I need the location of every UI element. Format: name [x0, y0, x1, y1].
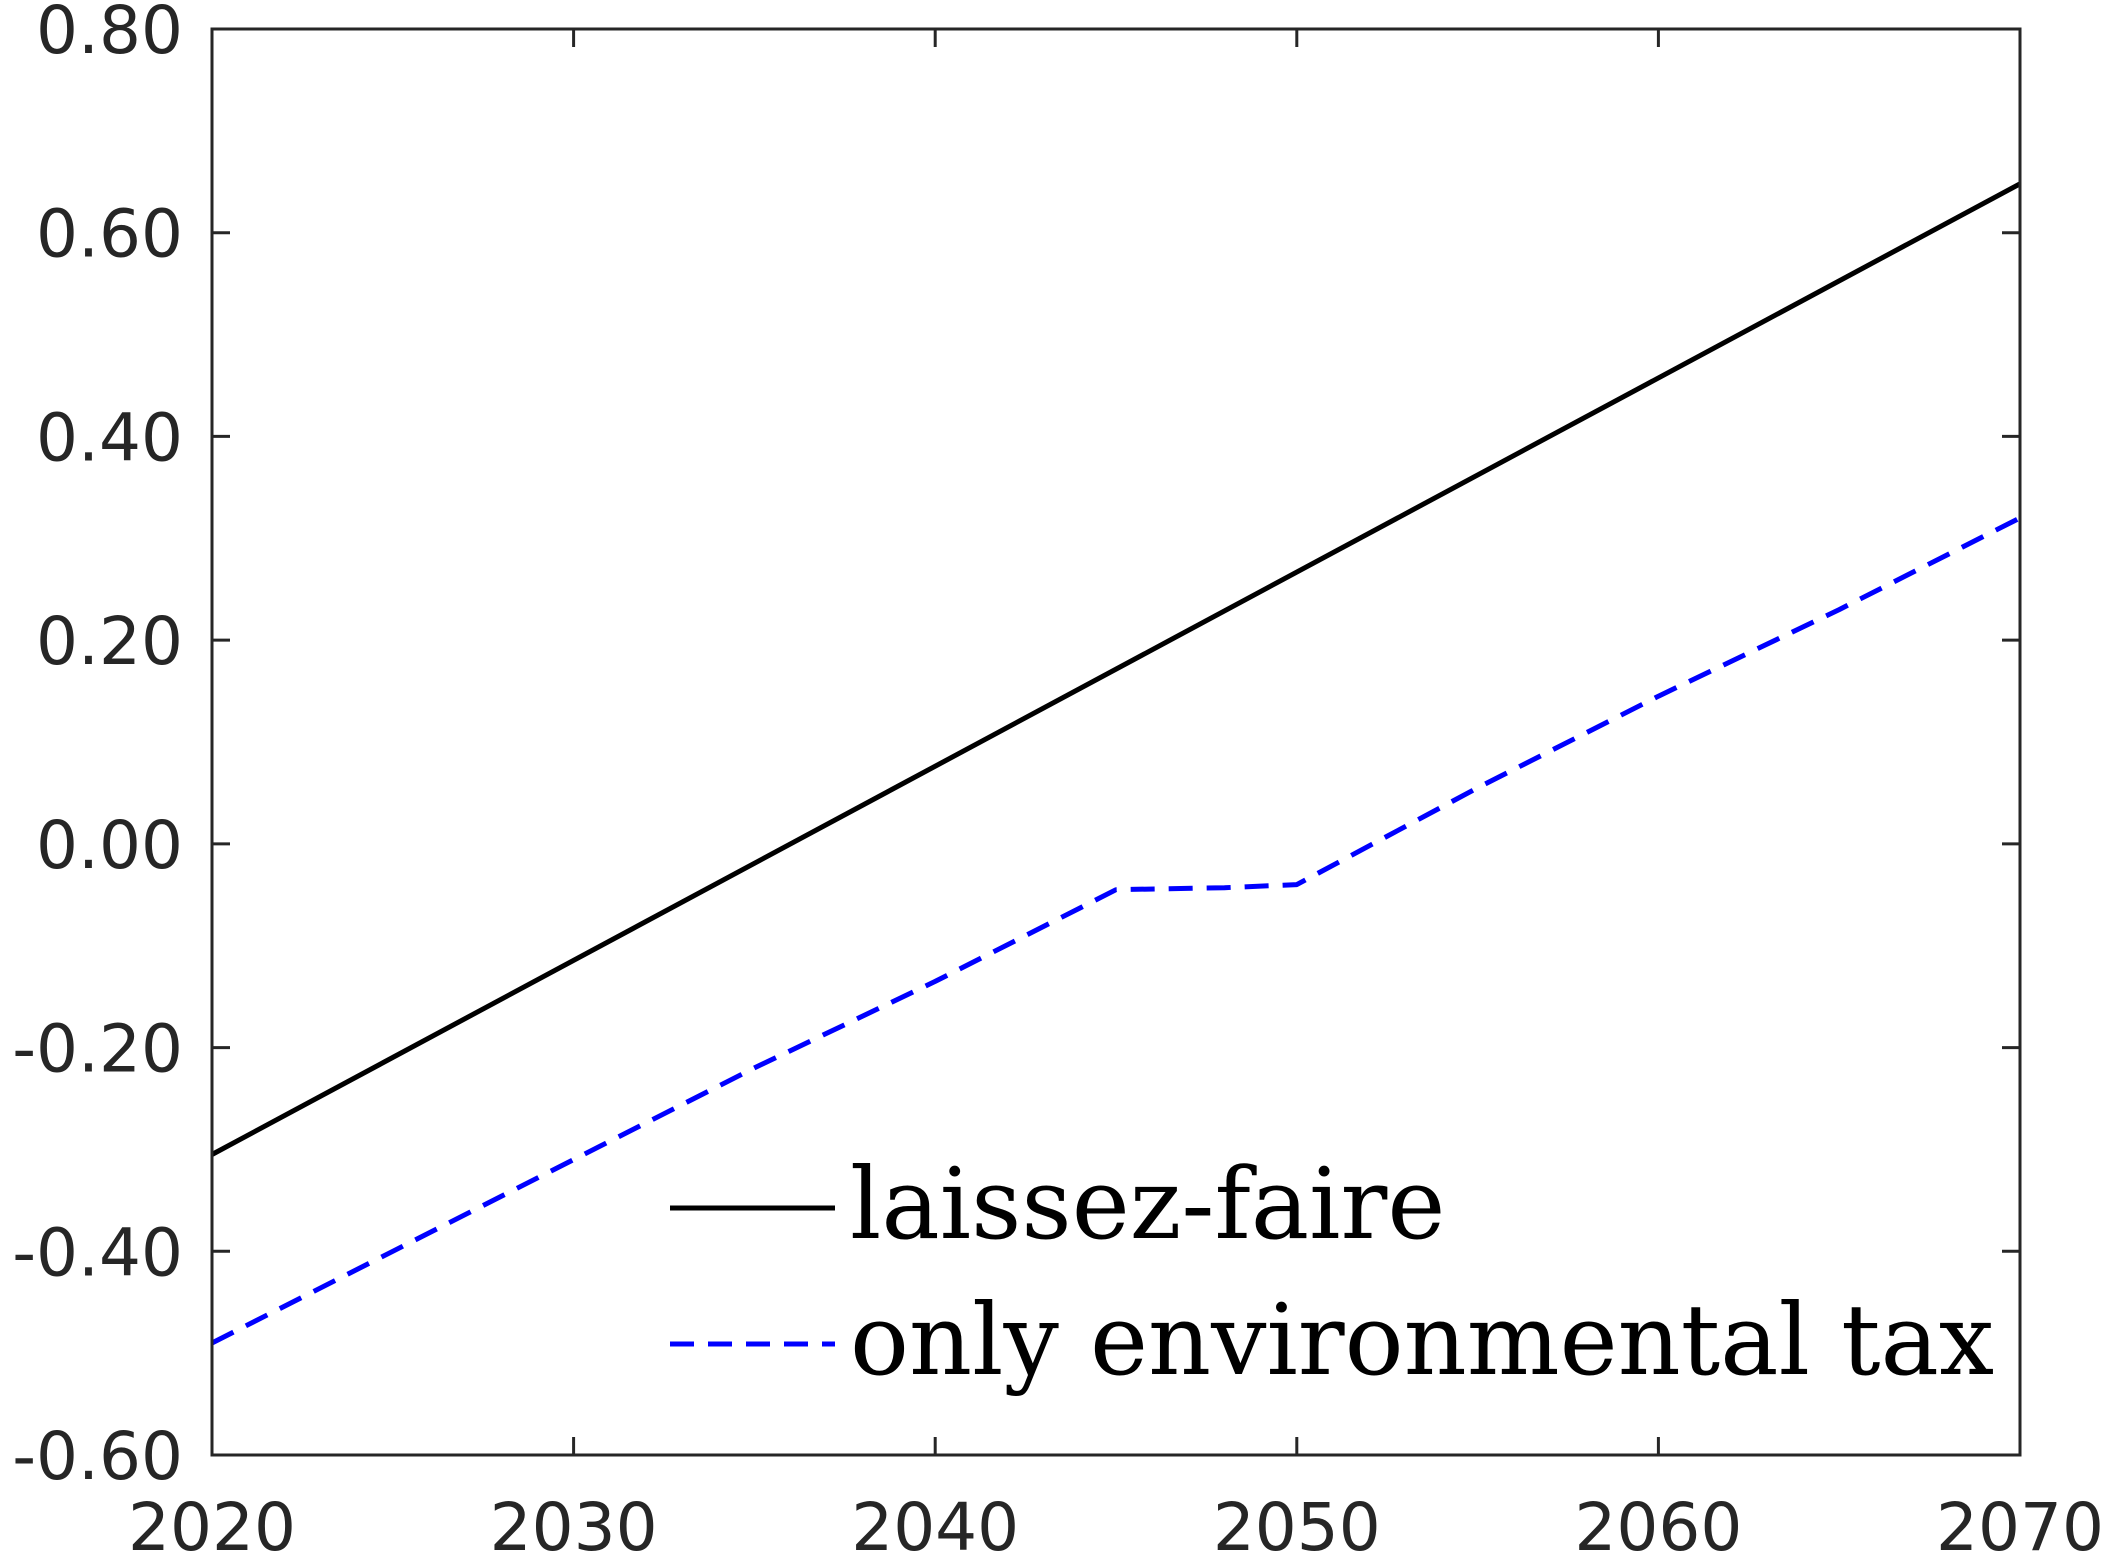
legend: laissez-faire only environmental tax	[670, 1148, 1994, 1398]
series-layer	[210, 181, 2022, 1346]
x-tick-label: 2050	[1213, 1489, 1381, 1554]
x-tick-label: 2020	[128, 1489, 296, 1554]
x-axis-tick-labels: 2020 2030 2040 2050 2060 2070	[128, 1489, 2104, 1554]
legend-label: only environmental tax	[850, 1284, 1994, 1398]
y-tick-label: 0.60	[36, 196, 183, 273]
x-tick-label: 2060	[1574, 1489, 1742, 1554]
y-tick-label: 0.20	[36, 603, 183, 680]
y-tick-label: -0.20	[12, 1011, 183, 1088]
y-tick-label: 0.00	[36, 807, 183, 884]
x-tick-label: 2070	[1936, 1489, 2104, 1554]
y-axis-tick-labels: 0.80 0.60 0.40 0.20 0.00 -0.20 -0.40 -0.60	[12, 0, 183, 1495]
y-tick-label: 0.80	[36, 0, 183, 69]
x-tick-label: 2040	[851, 1489, 1019, 1554]
y-tick-label: 0.40	[36, 399, 183, 476]
legend-label: laissez-faire	[850, 1148, 1445, 1262]
series-line-only-environmental-tax	[210, 515, 2022, 1346]
plot-area-frame	[210, 27, 2022, 1457]
x-tick-label: 2030	[490, 1489, 658, 1554]
series-line-laissez-faire	[210, 181, 2022, 1157]
y-tick-label: -0.40	[12, 1214, 183, 1291]
y-tick-label: -0.60	[12, 1418, 183, 1495]
